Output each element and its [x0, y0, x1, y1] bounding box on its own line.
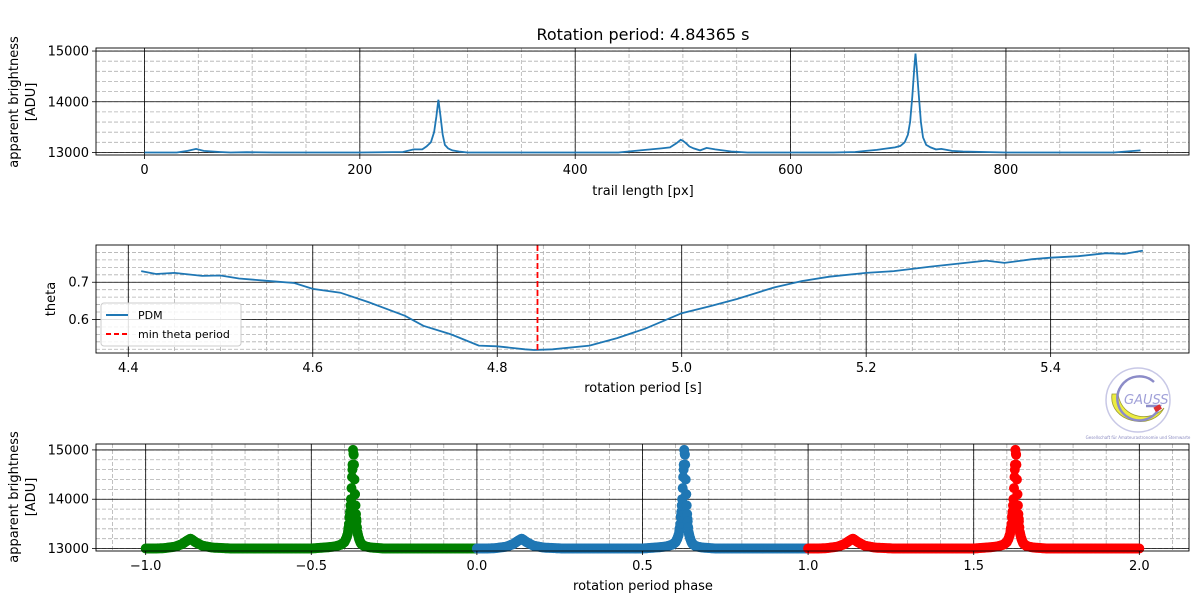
y-tick-label: 15000 [48, 443, 89, 458]
y-tick-label: 15000 [48, 45, 89, 60]
x-tick-label: 0.0 [467, 559, 488, 574]
brightness-trail-line [144, 53, 1141, 154]
y-tick-label: 13000 [48, 146, 89, 161]
grid [96, 245, 1189, 353]
x-tick-label: 5.2 [856, 361, 877, 376]
y-axis-label: theta [44, 282, 59, 316]
logo-caption: Gesellschaft für Amateurastronomie und S… [1086, 435, 1191, 440]
phase-point [524, 538, 535, 549]
phase-point [192, 538, 203, 549]
legend-label-min-theta: min theta period [138, 328, 230, 341]
y-tick-label: 13000 [48, 542, 89, 557]
phase-point [1011, 459, 1022, 470]
phase-point [350, 489, 360, 500]
legend-label-pdm: PDM [138, 309, 163, 322]
x-tick-label: 2.0 [1129, 559, 1150, 574]
legend-box [100, 302, 242, 347]
logo-ring [1105, 367, 1171, 433]
phase-point [359, 540, 369, 551]
x-tick-label: 4.8 [487, 361, 508, 376]
x-tick-label: 5.4 [1040, 361, 1061, 376]
gauss-logo: GAUSS Gesellschaft für Amateurastronomie… [1086, 367, 1191, 440]
panel-pdm-theta: 4.4 4.6 4.8 5.0 5.2 5.4 0.6 0.7 rotation period… [44, 244, 1190, 396]
legend: PDM min theta period [100, 302, 242, 347]
axes-frame [95, 244, 1190, 354]
x-tick-label: 800 [994, 163, 1019, 178]
y-tick-label: 0.7 [68, 276, 89, 291]
tick-labels: −1.0 −0.5 0.0 0.5 1.0 1.5 2.0 13000 14000 15000 [48, 443, 1150, 574]
x-tick-label: 0.5 [632, 559, 653, 574]
phase-point [349, 474, 360, 485]
x-tick-label: 4.6 [302, 361, 323, 376]
x-tick-label: 1.5 [963, 559, 984, 574]
plot-area [141, 245, 1144, 353]
phase-point [1012, 500, 1023, 511]
phase-point [1011, 474, 1022, 485]
phase-point [680, 474, 691, 485]
phase-series-0 [471, 444, 814, 554]
plot-area [144, 53, 1141, 154]
phase-point [855, 538, 866, 549]
phase-point [350, 500, 361, 511]
tick-labels: 0 200 400 600 800 13000 14000 15000 [48, 45, 1019, 178]
panel-brightness-trail: Rotation period: 4.84365 s 0 200 400 600 800… [7, 25, 1190, 199]
phase-point [681, 489, 692, 500]
tick-labels: 4.4 4.6 4.8 5.0 5.2 5.4 0.6 0.7 [68, 276, 1061, 376]
phase-point [681, 500, 692, 511]
panel-phased-brightness: −1.0 −0.5 0.0 0.5 1.0 1.5 2.0 13000 14000 15000 r… [7, 431, 1190, 594]
x-tick-label: 1.0 [798, 559, 819, 574]
y-axis-label-line1: apparent brightness [7, 431, 22, 563]
x-axis-label: rotation period [s] [584, 381, 702, 396]
phase-point [1012, 489, 1023, 500]
chart-title: Rotation period: 4.84365 s [536, 25, 749, 44]
phase-point [1013, 509, 1024, 519]
logo-g-letter [1116, 375, 1162, 422]
phase-point [680, 459, 691, 470]
phase-point [349, 459, 359, 470]
x-tick-label: −0.5 [295, 559, 327, 574]
logo-text: GAUSS [1124, 393, 1169, 408]
phase-point [351, 509, 361, 519]
x-tick-label: −1.0 [130, 559, 162, 574]
x-tick-label: 200 [347, 163, 372, 178]
grid [96, 48, 1189, 155]
x-tick-label: 400 [563, 163, 588, 178]
y-axis-label-line2: [ADU] [24, 83, 39, 122]
phase-point [679, 448, 690, 459]
phase-point [348, 448, 359, 459]
y-axis-label-line1: apparent brightness [7, 36, 22, 168]
phase-point [1010, 448, 1021, 459]
y-tick-label: 14000 [48, 95, 89, 110]
x-tick-label: 5.0 [671, 361, 692, 376]
x-axis-label: trail length [px] [592, 184, 693, 199]
x-tick-label: 4.4 [118, 361, 139, 376]
y-axis-label-line2: [ADU] [24, 478, 39, 517]
phase-point [690, 540, 701, 551]
phase-point [682, 509, 693, 519]
phase-point [1021, 540, 1032, 551]
pdm-theta-line [141, 249, 1144, 351]
logo-telescope-icon [1153, 404, 1162, 413]
x-axis-label: rotation period phase [573, 579, 713, 594]
x-tick-label: 0 [140, 163, 148, 178]
x-tick-label: 600 [778, 163, 803, 178]
y-tick-label: 14000 [48, 493, 89, 508]
y-tick-label: 0.6 [68, 313, 89, 328]
